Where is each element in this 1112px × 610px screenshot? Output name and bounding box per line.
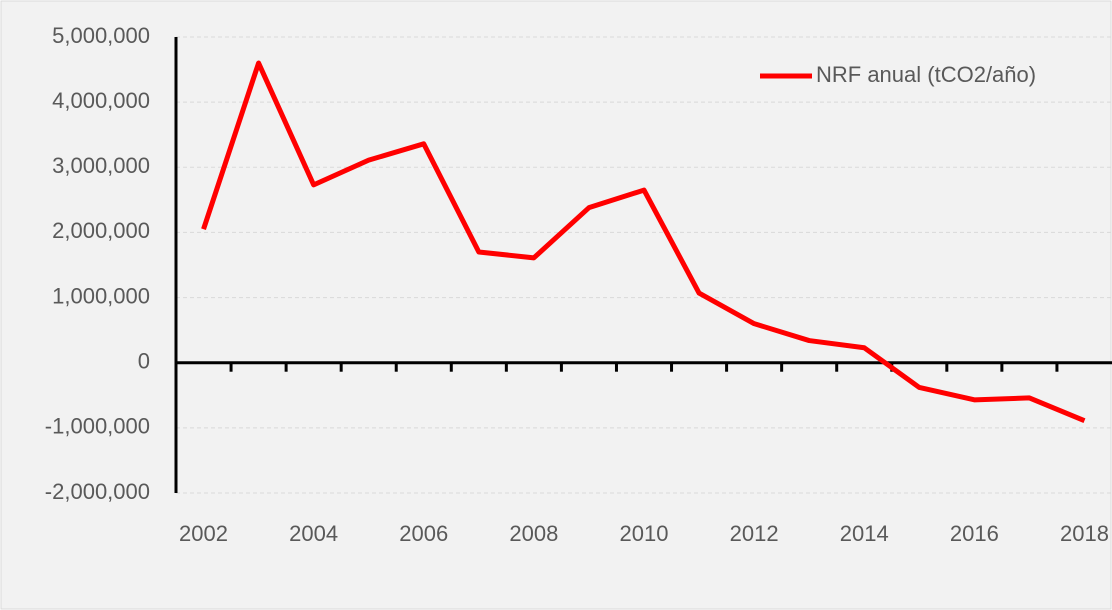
legend-label: NRF anual (tCO2/año) — [816, 62, 1036, 87]
x-tick-label: 2004 — [289, 521, 338, 546]
x-tick-label: 2014 — [840, 521, 889, 546]
y-tick-label: -1,000,000 — [45, 414, 150, 439]
y-tick-label: -2,000,000 — [45, 479, 150, 504]
y-tick-label: 2,000,000 — [52, 218, 150, 243]
x-tick-label: 2010 — [620, 521, 669, 546]
y-tick-label: 5,000,000 — [52, 23, 150, 48]
y-tick-label: 3,000,000 — [52, 153, 150, 178]
x-tick-label: 2008 — [509, 521, 558, 546]
y-tick-label: 0 — [138, 349, 150, 374]
y-tick-label: 1,000,000 — [52, 283, 150, 308]
x-tick-label: 2018 — [1060, 521, 1109, 546]
x-tick-label: 2012 — [730, 521, 779, 546]
x-tick-label: 2006 — [399, 521, 448, 546]
x-tick-label: 2002 — [179, 521, 228, 546]
y-tick-label: 4,000,000 — [52, 88, 150, 113]
line-series — [201, 60, 1086, 424]
x-tick-label: 2016 — [950, 521, 999, 546]
